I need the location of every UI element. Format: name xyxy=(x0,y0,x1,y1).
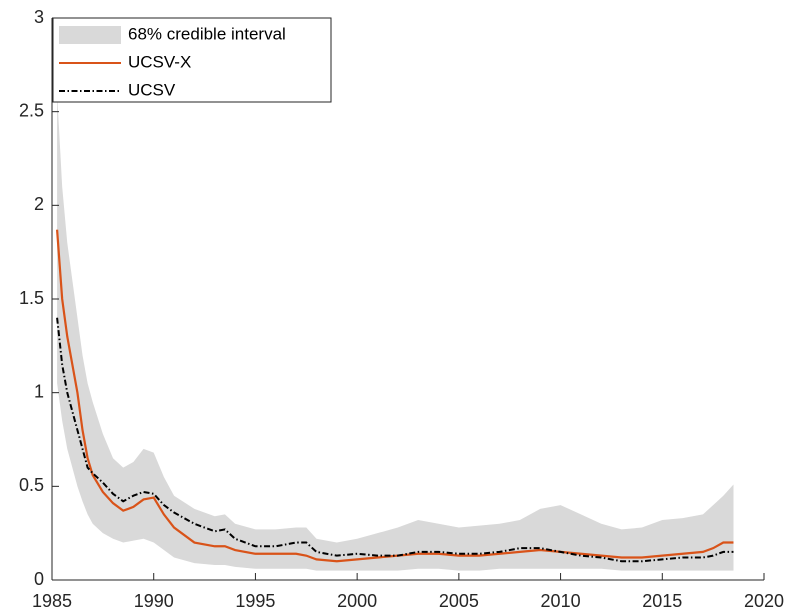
y-tick-label: 0.5 xyxy=(19,475,44,495)
x-tick-label: 2000 xyxy=(337,591,377,611)
x-tick-label: 2010 xyxy=(541,591,581,611)
x-tick-label: 1990 xyxy=(134,591,174,611)
legend-swatch xyxy=(59,26,121,44)
y-tick-label: 1 xyxy=(34,381,44,401)
x-tick-label: 2015 xyxy=(642,591,682,611)
y-tick-label: 0 xyxy=(34,569,44,589)
series-line xyxy=(56,317,734,563)
legend-label: UCSV xyxy=(128,80,176,99)
legend-label: UCSV-X xyxy=(128,52,191,71)
y-tick-label: 3 xyxy=(34,7,44,27)
x-tick-label: 2005 xyxy=(439,591,479,611)
y-tick-label: 2.5 xyxy=(19,100,44,120)
x-tick-label: 1985 xyxy=(32,591,72,611)
y-tick-label: 1.5 xyxy=(19,288,44,308)
legend-label: 68% credible interval xyxy=(128,24,286,43)
credible-band xyxy=(57,92,734,571)
x-tick-label: 1995 xyxy=(235,591,275,611)
series-line xyxy=(55,229,734,563)
x-tick-label: 2020 xyxy=(744,591,784,611)
legend: 68% credible interval UCSV-X UCSV xyxy=(52,17,332,103)
plot-area xyxy=(55,92,734,571)
y-tick-label: 2 xyxy=(34,194,44,214)
